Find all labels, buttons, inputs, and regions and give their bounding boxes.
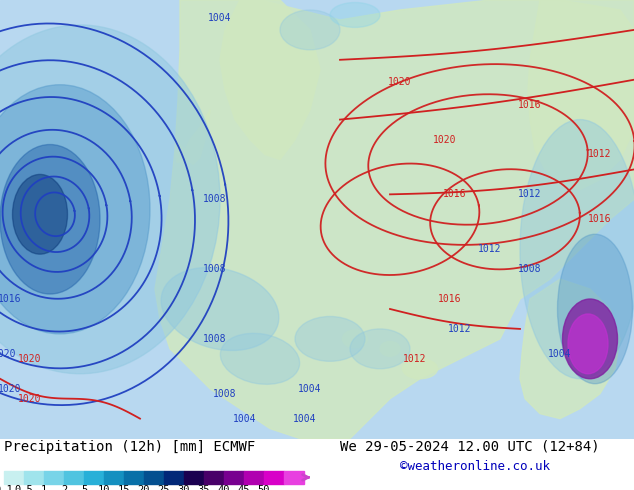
Ellipse shape: [13, 174, 67, 254]
Text: 1016: 1016: [0, 294, 22, 304]
Text: 1020: 1020: [18, 393, 42, 404]
Ellipse shape: [0, 25, 220, 374]
Bar: [204, 471, 224, 484]
Bar: [284, 471, 304, 484]
Polygon shape: [520, 279, 620, 418]
Ellipse shape: [380, 342, 400, 356]
Polygon shape: [183, 110, 210, 165]
Bar: [44, 471, 64, 484]
Ellipse shape: [330, 2, 380, 27]
Bar: [144, 471, 164, 484]
Text: 1016: 1016: [438, 294, 462, 304]
Polygon shape: [528, 0, 634, 189]
Text: 1004: 1004: [208, 13, 232, 23]
Text: 1012: 1012: [448, 324, 472, 334]
Bar: [124, 471, 144, 484]
Polygon shape: [175, 145, 185, 163]
Text: 1004: 1004: [548, 349, 572, 359]
Text: 35: 35: [198, 485, 210, 490]
Text: 1020: 1020: [18, 354, 42, 364]
Bar: [264, 471, 284, 484]
Text: ©weatheronline.co.uk: ©weatheronline.co.uk: [400, 460, 550, 473]
Bar: [64, 471, 84, 484]
Ellipse shape: [557, 234, 633, 384]
Text: 1020: 1020: [0, 349, 16, 359]
Text: 1012: 1012: [518, 189, 541, 199]
Text: 15: 15: [118, 485, 130, 490]
Text: 1016: 1016: [443, 189, 467, 199]
Ellipse shape: [350, 329, 410, 369]
Bar: [84, 471, 104, 484]
Text: 50: 50: [258, 485, 270, 490]
Polygon shape: [155, 0, 634, 439]
Text: 1008: 1008: [518, 264, 541, 274]
Text: 1016: 1016: [518, 99, 541, 110]
Text: 2: 2: [61, 485, 67, 490]
Text: 1020: 1020: [433, 135, 456, 145]
Text: 45: 45: [238, 485, 250, 490]
Text: We 29-05-2024 12.00 UTC (12+84): We 29-05-2024 12.00 UTC (12+84): [340, 440, 600, 454]
Bar: [164, 471, 184, 484]
Ellipse shape: [280, 10, 340, 50]
Text: 1008: 1008: [213, 389, 236, 399]
Text: 1004: 1004: [298, 384, 321, 393]
Ellipse shape: [520, 120, 634, 379]
Text: 0.1: 0.1: [0, 485, 13, 490]
Text: 1008: 1008: [204, 334, 227, 344]
Bar: [4, 471, 24, 484]
Ellipse shape: [0, 85, 150, 334]
Text: 30: 30: [178, 485, 190, 490]
Bar: [104, 471, 124, 484]
Text: 5: 5: [81, 485, 87, 490]
Bar: [184, 471, 204, 484]
Text: 20: 20: [138, 485, 150, 490]
Ellipse shape: [562, 299, 618, 379]
Text: 1012: 1012: [588, 149, 612, 159]
Ellipse shape: [403, 359, 437, 379]
Ellipse shape: [0, 145, 100, 294]
Ellipse shape: [295, 317, 365, 361]
Text: 1012: 1012: [478, 244, 501, 254]
Text: 1012: 1012: [403, 354, 427, 364]
Text: 25: 25: [158, 485, 171, 490]
Text: 10: 10: [98, 485, 110, 490]
Text: 40: 40: [217, 485, 230, 490]
Bar: [24, 471, 44, 484]
Text: 1008: 1008: [204, 195, 227, 204]
Ellipse shape: [161, 268, 279, 350]
Text: 0.5: 0.5: [15, 485, 34, 490]
Text: Precipitation (12h) [mm] ECMWF: Precipitation (12h) [mm] ECMWF: [4, 440, 256, 454]
Text: 1008: 1008: [204, 264, 227, 274]
Text: 1016: 1016: [588, 214, 612, 224]
Bar: [224, 471, 244, 484]
Text: 1004: 1004: [233, 414, 257, 424]
Ellipse shape: [568, 314, 608, 374]
Text: 1020: 1020: [0, 384, 22, 393]
Bar: [244, 471, 264, 484]
Ellipse shape: [221, 333, 300, 384]
Text: 1004: 1004: [294, 414, 317, 424]
Text: 1020: 1020: [388, 77, 411, 87]
Polygon shape: [220, 0, 320, 159]
Ellipse shape: [342, 330, 368, 348]
Text: 1: 1: [41, 485, 47, 490]
